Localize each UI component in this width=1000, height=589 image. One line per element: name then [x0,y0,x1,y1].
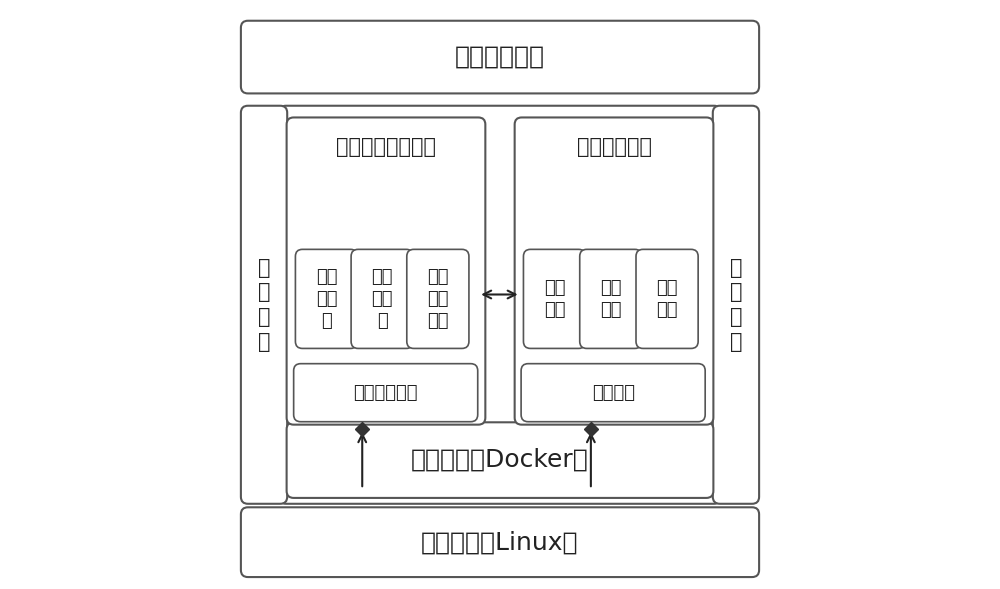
Text: 安
全
服
务: 安 全 服 务 [730,257,742,352]
FancyBboxPatch shape [515,117,713,425]
Text: 系
统
管
理: 系 统 管 理 [258,257,270,352]
Text: 边缘视频处理服务: 边缘视频处理服务 [336,137,436,157]
Text: 边缘计算框架: 边缘计算框架 [577,137,652,157]
Text: 深度
学习
库: 深度 学习 库 [371,267,393,330]
Text: 视频分析框架: 视频分析框架 [353,383,418,402]
FancyBboxPatch shape [407,249,469,349]
FancyBboxPatch shape [521,363,705,422]
Text: 容器服务（Docker）: 容器服务（Docker） [411,448,589,472]
FancyBboxPatch shape [295,249,358,349]
FancyBboxPatch shape [294,363,478,422]
FancyBboxPatch shape [713,106,759,504]
FancyBboxPatch shape [279,106,721,504]
Text: 操作系统（Linux）: 操作系统（Linux） [421,530,579,554]
Text: 核心
服务: 核心 服务 [600,279,622,319]
FancyBboxPatch shape [636,249,698,349]
FancyBboxPatch shape [241,106,287,504]
FancyBboxPatch shape [287,117,485,425]
FancyBboxPatch shape [241,21,759,94]
FancyBboxPatch shape [580,249,642,349]
FancyBboxPatch shape [287,422,713,498]
Text: 深度
学习
框架: 深度 学习 框架 [427,267,449,330]
FancyBboxPatch shape [351,249,413,349]
Text: 应用接口服务: 应用接口服务 [455,45,545,69]
Text: 视频
算法
库: 视频 算法 库 [316,267,337,330]
FancyBboxPatch shape [523,249,586,349]
FancyBboxPatch shape [241,507,759,577]
Text: 设备服务: 设备服务 [592,383,635,402]
Text: 支撑
服务: 支撑 服务 [656,279,678,319]
Text: 消息
服务: 消息 服务 [544,279,565,319]
